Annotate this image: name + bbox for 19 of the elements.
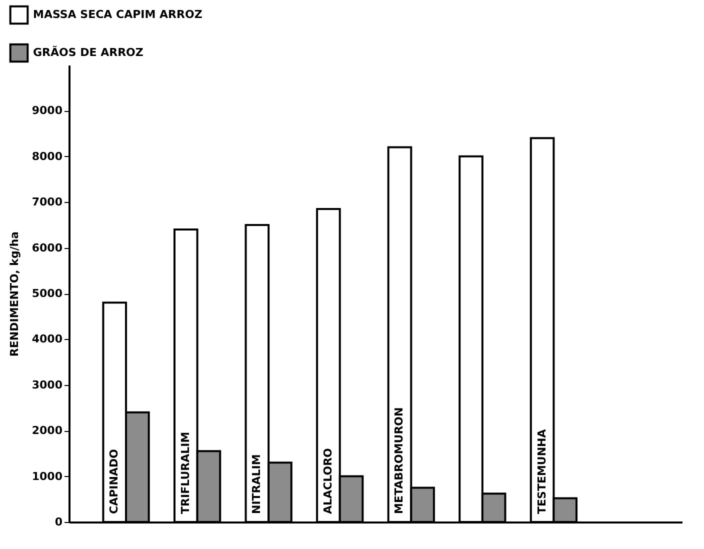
x-tick-label: ALACLORO (321, 448, 334, 514)
y-tick-label: 6000 (32, 241, 63, 254)
y-tick-label: 7000 (32, 196, 63, 209)
y-tick-label: 2000 (32, 424, 63, 438)
x-tick-label: TRIFLURALIM (178, 432, 192, 514)
y-tick-label: 8000 (32, 150, 63, 163)
y-axis-title: RENDIMENTO, kg/ha (8, 231, 21, 357)
x-tick-label: NITRALIM (250, 454, 264, 514)
y-tick-label: 4000 (32, 332, 63, 346)
y-tick-label: 0 (54, 516, 63, 528)
legend-label: GRÃOS DE ARROZ (33, 45, 144, 59)
y-tick-label: 1000 (32, 470, 63, 483)
x-tick-label: CAPINADO (108, 449, 121, 514)
x-tick-label: TESTEMUNHA (535, 428, 548, 514)
y-tick-label: 5000 (32, 287, 63, 300)
y-tick-label: 9000 (32, 104, 63, 118)
y-tick-label: 3000 (32, 378, 63, 392)
x-tick-label: METABROMURON (392, 407, 406, 514)
legend-label: MASSA SECA CAPIM ARROZ (33, 8, 202, 21)
